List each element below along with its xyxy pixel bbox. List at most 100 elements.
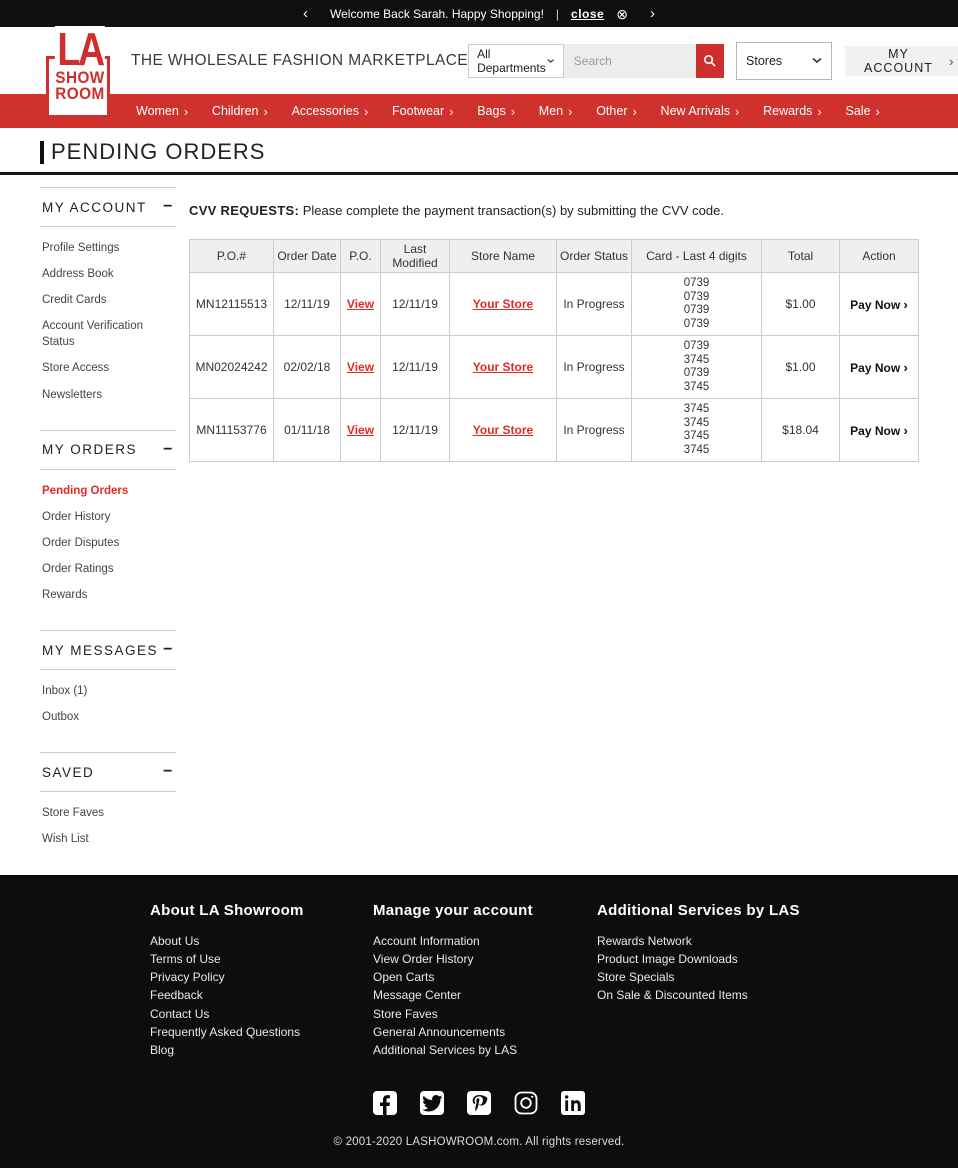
pay-now-button[interactable]: Pay Now › <box>850 360 908 375</box>
order-date-cell: 12/11/19 <box>273 272 341 336</box>
nav-item[interactable]: Footwear › <box>392 104 453 118</box>
view-po-link[interactable]: View <box>346 423 375 437</box>
footer-link[interactable]: Store Faves <box>373 1006 438 1021</box>
footer-link[interactable]: Store Specials <box>597 970 675 985</box>
footer-link[interactable]: Terms of Use <box>150 951 221 966</box>
po-number-cell: MN12115513 <box>189 272 274 336</box>
footer-columns: About LA Showroom About Us Terms of Use Pr… <box>0 902 958 1060</box>
footer-link[interactable]: Additional Services by LAS <box>373 1043 518 1058</box>
departments-value: All Departments <box>477 46 546 75</box>
footer-list-item: General Announcements <box>373 1023 597 1041</box>
page-title: PENDING ORDERS <box>51 139 266 164</box>
pay-now-button[interactable]: Pay Now › <box>850 423 908 438</box>
store-name-link[interactable]: Your Store <box>472 297 534 311</box>
nav-item[interactable]: Children › <box>212 104 268 118</box>
sidebar-link[interactable]: Newsletters <box>42 388 103 401</box>
next-arrow-icon[interactable]: › <box>649 5 655 22</box>
close-link[interactable]: close <box>571 6 605 21</box>
sidebar-link[interactable]: Order Ratings <box>42 562 114 575</box>
sidebar-link[interactable]: Account Verification Status <box>42 320 144 349</box>
linkedin-icon[interactable] <box>561 1090 585 1115</box>
sidebar-link[interactable]: Order Disputes <box>42 536 120 549</box>
footer-link[interactable]: About Us <box>150 933 200 948</box>
po-cell: View <box>340 398 381 462</box>
sidebar-section: MY ORDERS − Pending Orders Order History… <box>40 429 176 630</box>
twitter-icon[interactable] <box>420 1090 444 1115</box>
nav-item[interactable]: Men › <box>539 104 573 118</box>
collapse-minus-icon[interactable]: − <box>163 763 174 781</box>
footer-link[interactable]: Open Carts <box>373 970 435 985</box>
footer-link[interactable]: On Sale & Discounted Items <box>597 988 748 1003</box>
sidebar-link[interactable]: Pending Orders <box>42 484 129 497</box>
nav-item[interactable]: Accessories › <box>292 104 369 118</box>
nav-item-label: Women <box>136 104 179 118</box>
sidebar-link[interactable]: Wish List <box>42 833 89 846</box>
sidebar-link[interactable]: Store Faves <box>42 807 104 820</box>
collapse-minus-icon[interactable]: − <box>163 198 174 215</box>
sidebar-link[interactable]: Inbox (1) <box>42 685 88 698</box>
view-po-link[interactable]: View <box>346 360 375 374</box>
sidebar-section-header[interactable]: MY ACCOUNT − <box>40 187 176 227</box>
search-button[interactable] <box>695 43 725 78</box>
la-showroom-logo[interactable]: LA SHOW ROOM <box>45 26 115 122</box>
sidebar-link[interactable]: Profile Settings <box>42 242 120 254</box>
footer-list-item: Account Information <box>373 932 597 950</box>
category-nav: Women › Children › Accessories › Footwea… <box>0 94 958 128</box>
footer-list-item: Product Image Downloads <box>597 950 821 968</box>
footer-link-list: Account Information View Order History Ope… <box>373 932 597 1060</box>
prev-arrow-icon[interactable]: ‹ <box>303 5 309 22</box>
sidebar-section-header[interactable]: MY ORDERS − <box>40 429 176 470</box>
footer-list-item: Frequently Asked Questions <box>150 1023 373 1041</box>
card-digits-list: 3745 3745 3745 3745 <box>634 403 759 457</box>
my-account-button[interactable]: MY ACCOUNT › <box>845 45 958 76</box>
facebook-icon[interactable] <box>373 1090 397 1115</box>
card-last4: 3745 <box>683 380 710 393</box>
collapse-minus-icon[interactable]: − <box>163 440 174 458</box>
footer-link[interactable]: Blog <box>150 1043 175 1058</box>
departments-dropdown[interactable]: All Departments <box>468 43 564 78</box>
stores-dropdown[interactable]: Stores <box>736 41 833 80</box>
sidebar-section-header[interactable]: MY MESSAGES − <box>40 630 176 671</box>
my-account-label: MY ACCOUNT <box>864 46 933 75</box>
footer-link[interactable]: Frequently Asked Questions <box>150 1024 301 1039</box>
store-name-link[interactable]: Your Store <box>472 360 534 374</box>
close-circle-icon[interactable]: ⊗ <box>616 5 628 22</box>
collapse-minus-icon[interactable]: − <box>163 641 174 659</box>
footer-link[interactable]: Product Image Downloads <box>597 951 738 966</box>
footer-link[interactable]: General Announcements <box>373 1024 506 1039</box>
nav-item[interactable]: Women › <box>136 104 188 118</box>
sidebar-section: MY MESSAGES − Inbox (1) Outbox <box>40 630 176 752</box>
sidebar-link[interactable]: Address Book <box>42 268 114 281</box>
sidebar-link[interactable]: Rewards <box>42 589 88 602</box>
instagram-icon[interactable] <box>514 1091 538 1115</box>
sidebar-link[interactable]: Outbox <box>42 711 80 724</box>
footer-link[interactable]: Contact Us <box>150 1006 210 1021</box>
pay-now-button[interactable]: Pay Now › <box>850 297 908 312</box>
sidebar-link[interactable]: Credit Cards <box>42 294 107 307</box>
announcement-banner: ‹ Welcome Back Sarah. Happy Shopping! | … <box>0 0 958 27</box>
view-po-link[interactable]: View <box>346 297 375 311</box>
action-cell: Pay Now › <box>839 272 919 336</box>
nav-item[interactable]: Bags › <box>477 104 515 118</box>
footer-list-item: On Sale & Discounted Items <box>597 986 821 1004</box>
column-header: Action <box>839 239 919 273</box>
nav-item[interactable]: New Arrivals › <box>661 104 740 118</box>
nav-item[interactable]: Other › <box>596 104 637 118</box>
sidebar-link[interactable]: Order History <box>42 510 111 523</box>
chevron-right-icon: › <box>449 103 454 119</box>
footer-link[interactable]: View Order History <box>373 951 474 966</box>
store-name-link[interactable]: Your Store <box>472 423 534 437</box>
footer-link[interactable]: Message Center <box>373 988 462 1003</box>
nav-item[interactable]: Rewards › <box>763 104 822 118</box>
sidebar-section-header[interactable]: SAVED − <box>40 752 176 793</box>
footer-link[interactable]: Feedback <box>150 988 203 1003</box>
footer-link[interactable]: Account Information <box>373 933 480 948</box>
nav-item[interactable]: Sale › <box>846 104 880 118</box>
footer-link[interactable]: Rewards Network <box>597 933 692 948</box>
search-input[interactable] <box>563 43 696 78</box>
footer-link[interactable]: Privacy Policy <box>150 970 225 985</box>
table-row: MN11153776 01/11/18 View 12/11/19 Your S… <box>189 398 919 462</box>
column-header: P.O. <box>340 239 381 273</box>
pinterest-icon[interactable] <box>467 1090 491 1115</box>
sidebar-link[interactable]: Store Access <box>42 362 110 375</box>
